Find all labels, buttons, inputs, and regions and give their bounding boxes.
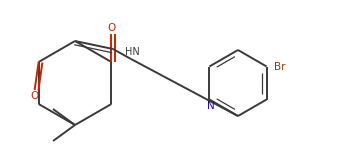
Text: O: O	[107, 23, 116, 33]
Text: N: N	[207, 101, 214, 111]
Text: O: O	[30, 91, 39, 101]
Text: HN: HN	[125, 47, 139, 57]
Text: Br: Br	[274, 62, 285, 71]
